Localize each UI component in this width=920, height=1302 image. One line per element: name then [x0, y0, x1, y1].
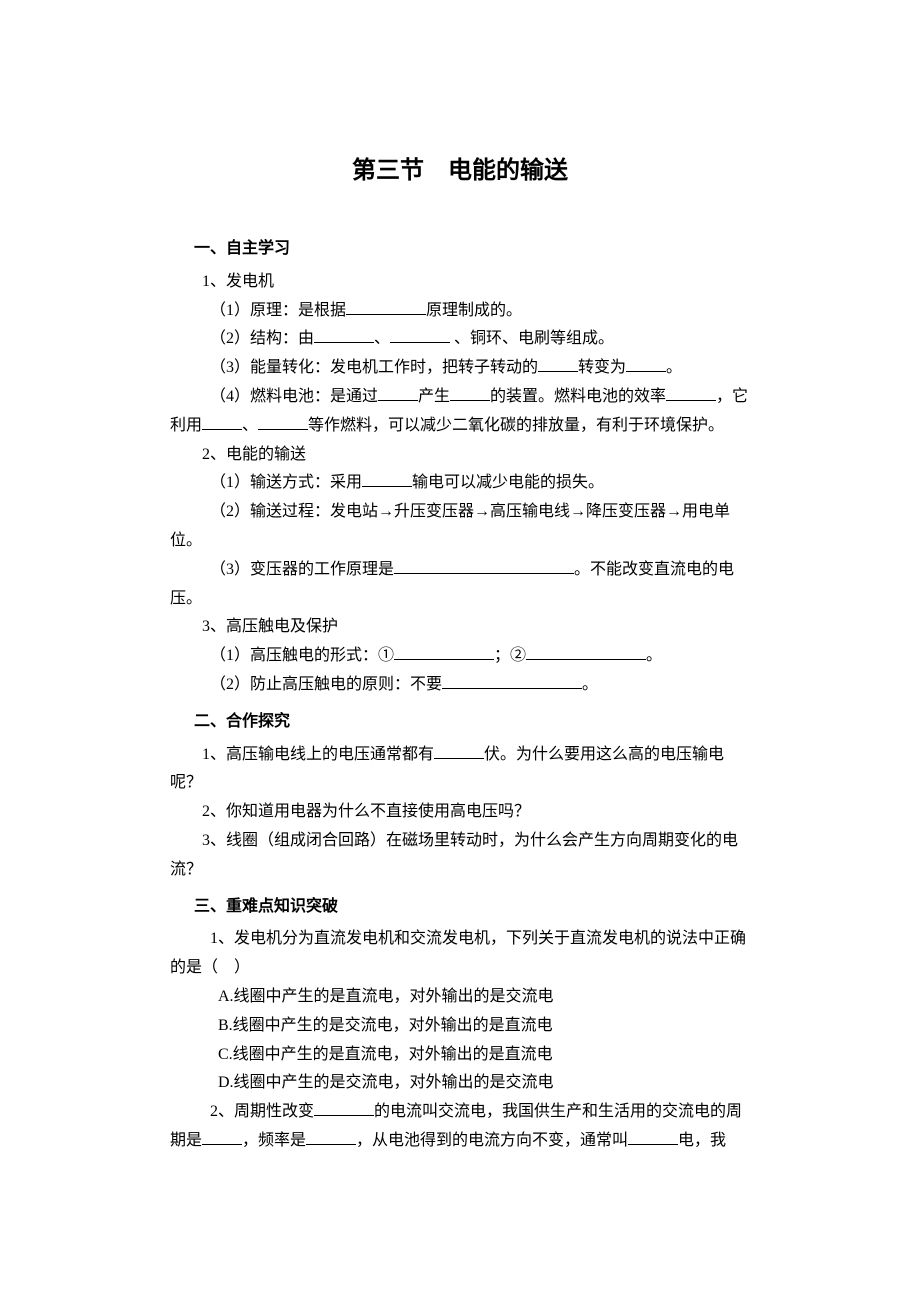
text: （3）能量转化：发电机工作时，把转子转动的	[210, 359, 538, 376]
s3-q1-d: D.线圈中产生的是交流电，对外输出的是交流电	[170, 1069, 750, 1098]
blank	[450, 400, 490, 401]
text: （3）变压器的工作原理是	[210, 561, 394, 578]
item-1: 1、发电机	[170, 268, 750, 297]
blank	[390, 342, 450, 343]
item-2: 2、电能的输送	[170, 441, 750, 470]
blank	[314, 342, 374, 343]
text: （1）输送方式：采用	[210, 474, 362, 491]
blank	[538, 371, 578, 372]
blank	[258, 429, 308, 430]
section-3-header: 三、重难点知识突破	[170, 893, 750, 922]
text: ，从电池得到的电流方向不变，通常叫	[356, 1132, 628, 1149]
blank	[628, 1144, 678, 1145]
item-2-2: （2）输送过程：发电站→升压变压器→高压输电线→降压变压器→用电单位。	[170, 498, 750, 556]
item-3: 3、高压触电及保护	[170, 613, 750, 642]
s2-q2: 2、你知道用电器为什么不直接使用高电压吗？	[170, 798, 750, 827]
blank	[314, 1115, 374, 1116]
s3-q1-c: C.线圈中产生的是直流电，对外输出的是直流电	[170, 1041, 750, 1070]
text: 的装置。燃料电池的效率	[490, 388, 666, 405]
s2-q1: 1、高压输电线上的电压通常都有伏。为什么要用这么高的电压输电呢？	[170, 741, 750, 799]
blank	[442, 688, 582, 689]
item-2-1: （1）输送方式：采用 输电可以减少电能的损失。	[170, 469, 750, 498]
text: 。	[582, 676, 598, 693]
s3-q1: 1、发电机分为直流发电机和交流发电机，下列关于直流发电机的说法中正确的是（ ）	[170, 925, 750, 983]
text: 等作燃料，可以减少二氧化碳的排放量，有利于环境保护。	[308, 417, 724, 434]
text: 产生	[418, 388, 450, 405]
text: ；②	[494, 647, 526, 664]
s3-q1-a: A.线圈中产生的是直流电，对外输出的是交流电	[170, 983, 750, 1012]
text: 、	[374, 330, 390, 347]
item-2-3: （3）变压器的工作原理是。不能改变直流电的电压。	[170, 556, 750, 614]
item-1-3: （3）能量转化：发电机工作时，把转子转动的 转变为 。	[170, 354, 750, 383]
item-1-4: （4）燃料电池：是通过产生的装置。燃料电池的效率，它利用、等作燃料，可以减少二氧…	[170, 383, 750, 441]
text: 、	[242, 417, 258, 434]
blank	[202, 429, 242, 430]
text: 原理制成的。	[426, 302, 522, 319]
blank	[306, 1144, 356, 1145]
s3-q2: 2、周期性改变的电流叫交流电，我国供生产和生活用的交流电的周期是，频率是，从电池…	[170, 1098, 750, 1156]
blank	[434, 758, 484, 759]
text: （2）防止高压触电的原则：不要	[210, 676, 442, 693]
text: （2）结构：由	[210, 330, 314, 347]
text: 1、发电机分为直流发电机和交流发电机，下列关于直流发电机的说法中正确的是（ ）	[170, 930, 746, 976]
text: （2）输送过程：发电站→升压变压器→高压输电线→降压变压器→用电单位。	[170, 503, 730, 549]
text: 2、周期性改变	[210, 1103, 314, 1120]
text: ，频率是	[242, 1132, 306, 1149]
blank	[526, 659, 646, 660]
item-3-2: （2）防止高压触电的原则：不要 。	[170, 671, 750, 700]
document-title: 第三节 电能的输送	[170, 150, 750, 185]
blank	[362, 486, 412, 487]
item-1-2: （2）结构：由 、 、铜环、电刷等组成。	[170, 325, 750, 354]
text: 输电可以减少电能的损失。	[412, 474, 604, 491]
text: 1、高压输电线上的电压通常都有	[202, 746, 434, 763]
text: 电，我	[678, 1132, 726, 1149]
section-2-header: 二、合作探究	[170, 708, 750, 737]
text: 。	[646, 647, 662, 664]
blank	[666, 400, 716, 401]
text: （1）高压触电的形式：①	[210, 647, 394, 664]
text: （1）原理：是根据	[210, 302, 346, 319]
item-3-1: （1）高压触电的形式：① ；② 。	[170, 642, 750, 671]
s2-q3: 3、线圈（组成闭合回路）在磁场里转动时，为什么会产生方向周期变化的电流？	[170, 827, 750, 885]
blank	[202, 1144, 242, 1145]
text: 。	[666, 359, 682, 376]
s3-q1-b: B.线圈中产生的是交流电，对外输出的是直流电	[170, 1012, 750, 1041]
blank	[394, 659, 494, 660]
blank	[346, 314, 426, 315]
text: 转变为	[578, 359, 626, 376]
blank	[626, 371, 666, 372]
text: （4）燃料电池：是通过	[210, 388, 378, 405]
text: 、铜环、电刷等组成。	[450, 330, 614, 347]
text: 3、线圈（组成闭合回路）在磁场里转动时，为什么会产生方向周期变化的电流？	[170, 832, 738, 878]
blank	[378, 400, 418, 401]
blank	[394, 573, 574, 574]
section-1-header: 一、自主学习	[170, 235, 750, 264]
item-1-1: （1）原理：是根据 原理制成的。	[170, 297, 750, 326]
